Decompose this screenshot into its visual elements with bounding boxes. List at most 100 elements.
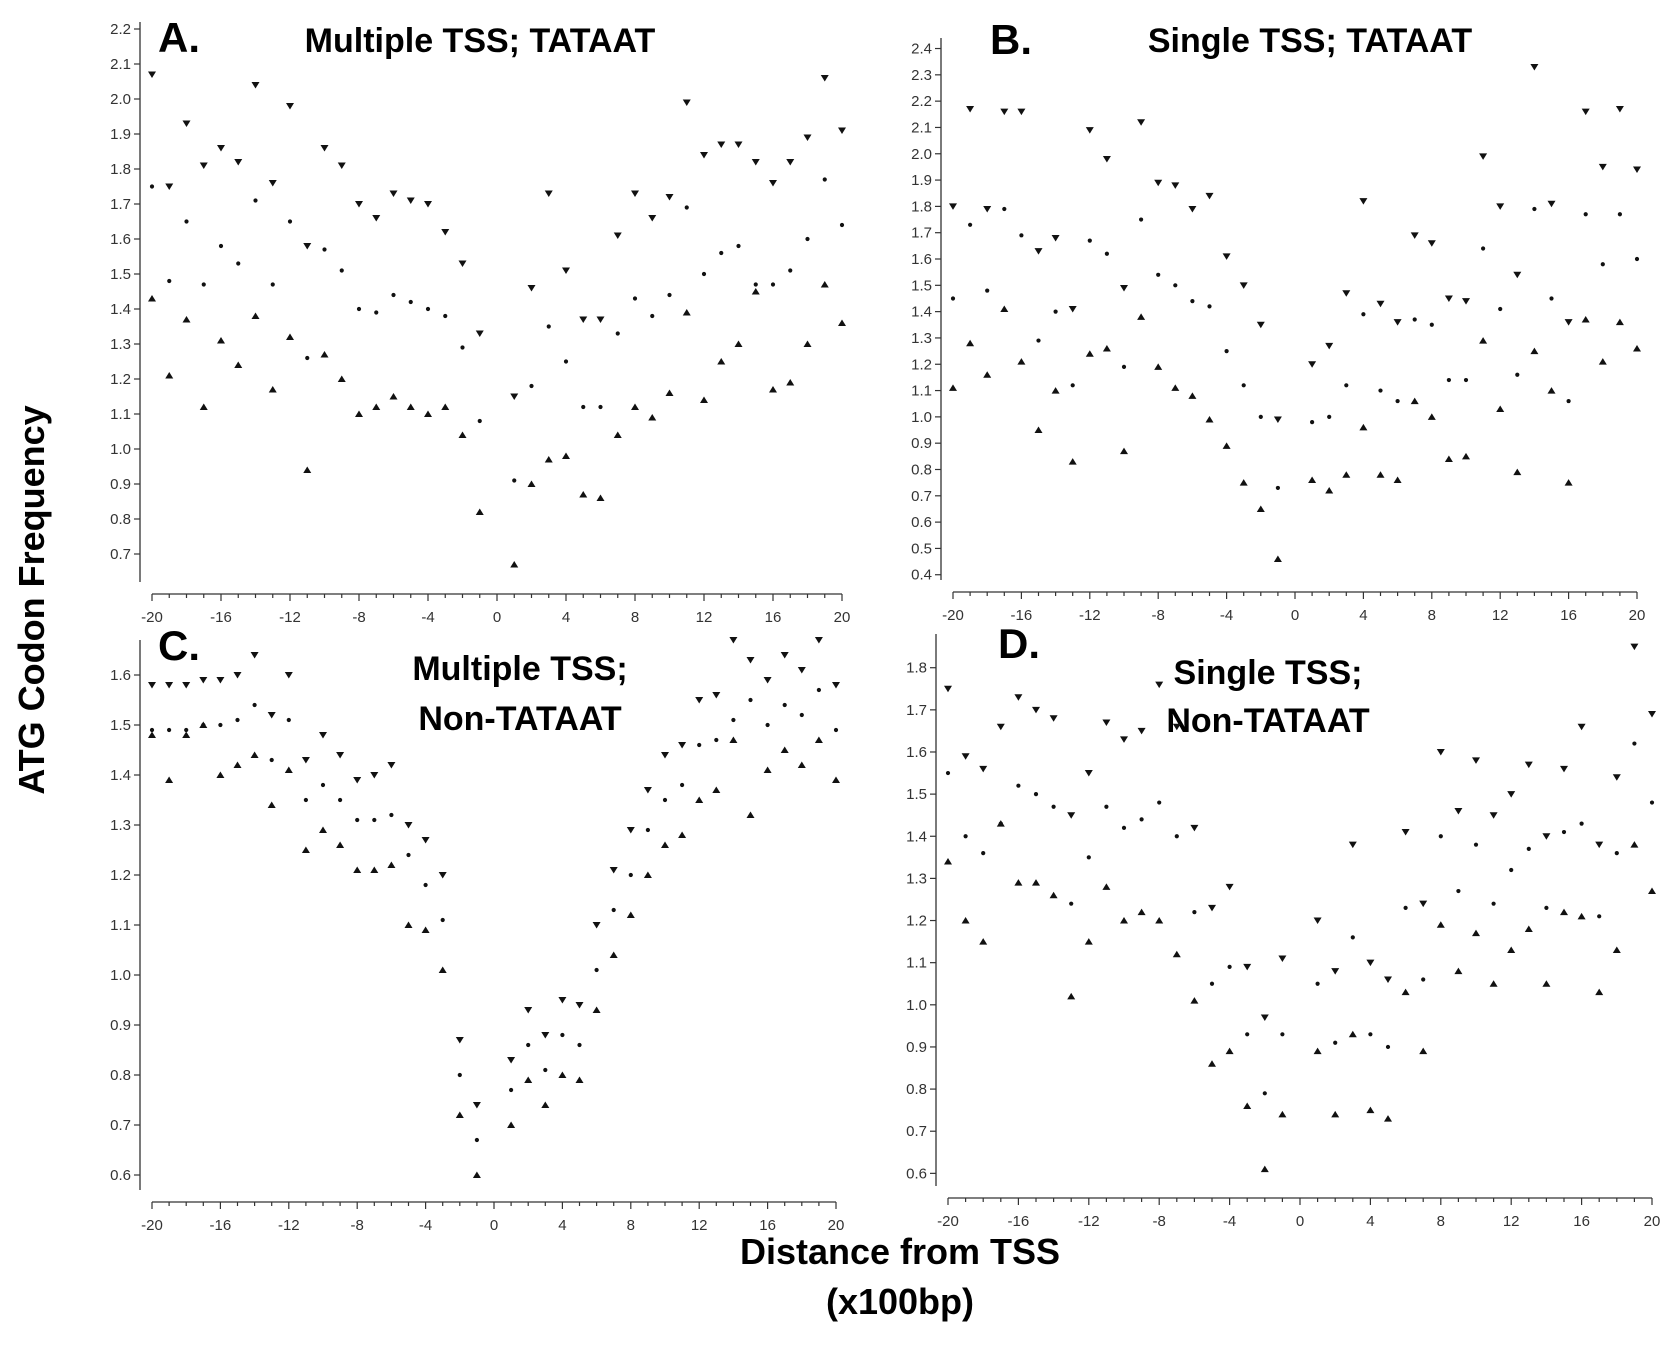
data-point-dot: [526, 1042, 531, 1048]
data-point-dot: [253, 198, 258, 203]
x-tick-label: -16: [210, 609, 232, 626]
data-point-down: [1154, 179, 1163, 187]
data-point-down: [510, 393, 519, 400]
data-point-up: [1273, 555, 1282, 562]
data-point-dot: [270, 282, 275, 287]
data-point-dot: [594, 967, 599, 973]
y-tick-label: 1.3: [906, 870, 927, 887]
data-point-down: [1032, 706, 1040, 714]
data-point-down: [1308, 361, 1317, 368]
data-point-up: [1436, 921, 1445, 928]
data-point-dot: [218, 243, 224, 249]
data-point-up: [472, 1171, 481, 1178]
data-point-dot: [1361, 312, 1366, 317]
x-tick-label: 0: [490, 1217, 498, 1234]
data-point-dot: [372, 817, 377, 823]
data-point-dot: [512, 478, 517, 483]
data-point-up: [631, 403, 639, 410]
data-point-dot: [1104, 804, 1109, 809]
data-point-up: [1190, 997, 1199, 1004]
data-point-down: [1513, 271, 1522, 279]
y-tick-label: 2.0: [911, 146, 932, 163]
data-point-up: [648, 414, 657, 421]
data-point-up: [251, 312, 260, 319]
data-point-up: [268, 386, 277, 393]
data-point-down: [678, 742, 687, 749]
data-point-dot: [287, 219, 293, 224]
data-point-dot: [443, 313, 448, 319]
data-point-up: [250, 751, 259, 758]
data-point-dot: [1515, 372, 1520, 377]
data-point-up: [763, 766, 772, 773]
data-point-dot: [1597, 914, 1602, 919]
data-point-up: [267, 801, 276, 808]
data-point-up: [1032, 879, 1040, 886]
panel-title-line: Multiple TSS; TATAAT: [305, 22, 656, 60]
data-point-up: [1120, 447, 1128, 455]
data-point-down: [165, 682, 174, 689]
y-tick-label: 1.5: [110, 717, 131, 734]
data-point-dot: [149, 727, 155, 733]
data-point-down: [336, 752, 345, 759]
data-point-down: [1120, 736, 1128, 743]
data-point-down: [406, 197, 415, 204]
y-tick-label: 1.1: [911, 383, 932, 400]
data-point-dot: [1617, 212, 1622, 217]
data-point-down: [355, 201, 363, 208]
data-point-dot: [748, 697, 753, 703]
y-tick-label: 1.4: [906, 828, 927, 845]
data-point-down: [979, 765, 988, 773]
data-point-up: [1598, 358, 1607, 365]
data-point-down: [1630, 643, 1639, 651]
data-point-dot: [1368, 1032, 1373, 1037]
data-point-dot: [391, 292, 396, 298]
data-point-up: [665, 389, 674, 396]
data-point-down: [1017, 108, 1026, 116]
data-point-up: [1278, 1110, 1287, 1118]
data-point-up: [1205, 416, 1214, 423]
data-point-up: [780, 746, 789, 753]
data-point-dot: [460, 345, 465, 350]
data-point-down: [1648, 711, 1656, 718]
data-point-dot: [339, 268, 344, 273]
panel-title-line: Single TSS;: [1174, 654, 1363, 692]
y-tick-label: 1.6: [911, 251, 932, 268]
y-tick-label: 0.9: [911, 435, 932, 452]
data-point-dot: [667, 292, 672, 298]
x-tick-label: 4: [1359, 607, 1367, 624]
data-point-down: [1595, 841, 1604, 849]
data-point-up: [751, 288, 760, 295]
data-point-dot: [611, 907, 616, 913]
panel-title-line: Multiple TSS;: [412, 650, 627, 688]
data-point-dot: [356, 306, 362, 312]
data-point-down: [541, 1032, 550, 1039]
data-point-dot: [1139, 817, 1144, 822]
data-point-dot: [697, 742, 702, 748]
data-point-dot: [184, 219, 189, 224]
data-point-dot: [645, 827, 651, 833]
data-point-up: [458, 431, 467, 438]
data-point-up: [1564, 479, 1573, 486]
y-tick-label: 1.8: [110, 161, 131, 178]
data-point-dot: [1350, 935, 1355, 940]
data-point-up: [1530, 347, 1539, 355]
data-point-up: [786, 379, 795, 386]
y-tick-label: 1.0: [110, 441, 131, 458]
data-point-up: [1454, 967, 1463, 975]
data-point-down: [661, 752, 669, 759]
data-point-down: [1137, 727, 1146, 735]
data-point-down: [1273, 416, 1282, 424]
data-point-dot: [389, 812, 394, 818]
data-point-down: [455, 1037, 464, 1044]
data-point-up: [712, 786, 721, 793]
data-point-up: [1348, 1030, 1357, 1038]
data-point-dot: [1333, 1040, 1338, 1045]
data-point-up: [949, 384, 957, 391]
data-point-up: [455, 1111, 464, 1118]
y-tick-label: 1.0: [906, 997, 927, 1014]
y-tick-label: 2.1: [110, 56, 131, 73]
data-point-dot: [985, 288, 990, 293]
data-point-down: [961, 753, 970, 760]
x-tick-label: 12: [696, 609, 713, 626]
data-point-down: [1547, 200, 1556, 208]
